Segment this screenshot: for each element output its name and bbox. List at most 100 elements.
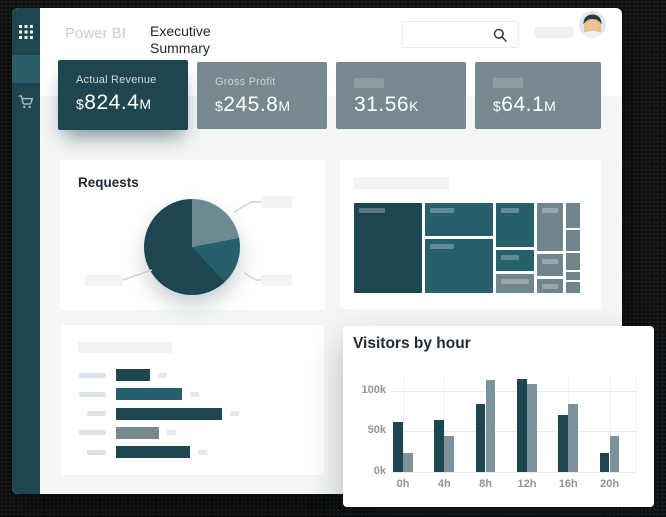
x-axis-tick-label: 12h [517,478,537,490]
treemap-cell[interactable] [537,254,563,276]
treemap-cell-label-placeholder [501,255,519,260]
hbar-row-label-placeholder [87,449,106,455]
kpi-row: Actual Revenue $824.4M Gross Profit $245.8M… [58,60,601,130]
kpi-card[interactable]: Gross Profit $245.8M [197,62,327,129]
visitors-bar[interactable] [434,419,444,472]
gridline-vertical [609,378,611,472]
treemap-cell[interactable] [354,203,422,293]
search-icon[interactable] [493,28,507,42]
cart-icon[interactable] [18,94,34,110]
gridline-vertical [444,378,446,472]
visitors-bar[interactable] [393,422,403,472]
visitors-bar[interactable] [599,453,610,472]
treemap-card [340,160,601,309]
treemap-cell-label-placeholder [542,284,558,289]
hbar-value-placeholder [198,449,207,455]
y-axis-tick-label: 100k [361,383,386,396]
visitors-bar[interactable] [475,403,486,472]
treemap-cell[interactable] [566,282,580,293]
requests-pie-chart[interactable] [144,199,240,295]
treemap-column [354,203,422,293]
hbar-bar[interactable] [116,388,182,401]
kpi-label: Gross Profit [215,76,276,88]
treemap-cell[interactable] [566,253,580,270]
hbar-row-label-placeholder [87,411,106,416]
kpi-card[interactable]: Actual Revenue $824.4M [58,60,188,130]
kpi-value-part: M [544,98,557,114]
kpi-label-placeholder [493,78,523,88]
kpi-value-part: 31.56 [354,93,410,116]
apps-grid-icon[interactable] [19,25,33,39]
hbar-value-placeholder [158,372,167,378]
visitors-bar[interactable] [558,415,568,472]
visitors-bar-chart: 0k 50k 100k 0h 4h 8h 12h 16h 20h [343,326,654,507]
kpi-value-part: $ [493,98,502,114]
kpi-value-part: $ [76,96,85,112]
kpi-card[interactable]: 31.56K [336,62,466,129]
treemap-column [496,203,534,293]
hbar-bar[interactable] [116,426,159,439]
visitors-bar[interactable] [403,453,413,472]
user-avatar[interactable] [579,11,606,38]
kpi-value: 31.56K [354,93,466,117]
kpi-value: $245.8M [215,93,327,117]
treemap-cell[interactable] [425,203,493,236]
x-axis-tick-label: 16h [558,478,578,490]
brand-logo-text[interactable]: Power BI [65,25,126,42]
treemap-cell-label-placeholder [542,208,558,213]
pie-callout-label-placeholder [261,275,292,286]
treemap-cell[interactable] [566,272,580,280]
kpi-value-part: K [409,98,419,114]
treemap-cell-label-placeholder [430,244,454,249]
treemap-cell[interactable] [566,203,580,228]
kpi-value-part: 824.4 [84,91,140,114]
sidebar [12,8,40,494]
gridline-horizontal [391,431,636,433]
visitors-bar[interactable] [444,436,454,472]
visitors-bar[interactable] [609,436,620,472]
x-axis-tick-label: 20h [600,478,620,490]
hbar-bar[interactable] [116,407,222,420]
treemap-column [566,203,580,293]
treemap-chart [354,203,580,293]
x-axis-tick-label: 0h [396,478,410,490]
kpi-card[interactable]: $64.1M [475,62,601,129]
kpi-value: $824.4M [76,91,188,115]
treemap-cell-label-placeholder [501,208,519,213]
treemap-cell[interactable] [496,203,534,247]
treemap-card-title-placeholder [354,177,449,189]
treemap-cell[interactable] [496,250,534,271]
treemap-cell[interactable] [566,230,580,251]
search-input[interactable] [402,21,519,48]
hbar-value-placeholder [190,391,199,397]
treemap-cell[interactable] [425,239,493,293]
pie-callout-label-placeholder [85,275,123,286]
treemap-cell[interactable] [496,274,534,293]
visitors-card-title: Visitors by hour [353,335,471,352]
treemap-cell[interactable] [537,279,563,293]
visitors-bar[interactable] [568,403,578,472]
apps-grid-icon-svg [19,25,33,39]
hbar-bar[interactable] [116,446,190,458]
treemap-cell[interactable] [537,203,563,251]
kpi-label-placeholder [354,78,384,88]
treemap-cell-label-placeholder [542,259,558,264]
hbar-bar[interactable] [116,369,150,381]
treemap-cell-label-placeholder [430,208,454,213]
kpi-value-part: 245.8 [223,93,279,116]
sidebar-active-indicator[interactable] [12,55,40,83]
pie-callout-label-placeholder [261,196,292,208]
kpi-value-part: M [139,96,152,112]
visitors-bar[interactable] [485,380,496,472]
horizontal-bar-card [61,325,324,475]
hbar-row-label-placeholder [79,372,106,378]
kpi-value-part: 64.1 [501,93,545,116]
visitors-bar[interactable] [517,379,527,472]
requests-card: Requests [60,160,325,310]
cart-icon-svg [18,95,34,109]
y-axis-tick-label: 0k [373,465,386,477]
gridline-vertical [403,378,404,472]
visitors-bar[interactable] [527,384,537,472]
kpi-value-part: M [278,98,291,114]
